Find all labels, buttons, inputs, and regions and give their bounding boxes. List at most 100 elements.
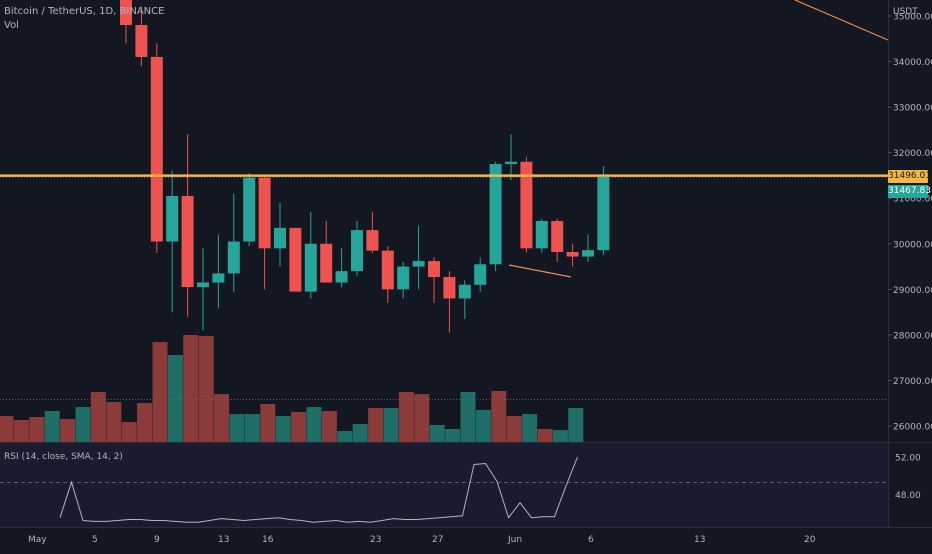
price-tick-label: 35000.00 bbox=[893, 12, 932, 22]
candle-body bbox=[135, 25, 148, 57]
volume-bar bbox=[337, 431, 353, 442]
candle-body bbox=[551, 221, 564, 252]
volume-bar bbox=[445, 429, 461, 442]
support-trend-line bbox=[508, 264, 572, 278]
drawings bbox=[0, 0, 889, 278]
volume-bar bbox=[75, 407, 91, 442]
price-tick-label: 26000.00 bbox=[893, 423, 932, 433]
candle-body bbox=[443, 277, 456, 299]
volume-bar bbox=[321, 411, 337, 442]
time-tick-label: 16 bbox=[262, 535, 274, 545]
candle-body bbox=[166, 195, 179, 242]
candle-body bbox=[582, 250, 594, 257]
time-tick-label: 5 bbox=[92, 535, 98, 545]
volume-bar bbox=[306, 407, 322, 442]
candle-body bbox=[335, 271, 348, 283]
candle-body bbox=[227, 241, 240, 274]
candle-body bbox=[181, 195, 194, 288]
candle-body bbox=[489, 164, 502, 265]
volume-bar bbox=[60, 419, 76, 442]
volume-bar bbox=[352, 424, 368, 442]
volume-bar bbox=[383, 408, 399, 442]
symbol-title[interactable]: Bitcoin / TetherUS, 1D, BINANCE bbox=[4, 6, 165, 17]
volume-bar bbox=[414, 394, 430, 442]
volume-bar bbox=[106, 402, 122, 442]
price-tick-label: 33000.00 bbox=[893, 104, 932, 114]
volume-bars bbox=[0, 177, 888, 442]
rsi-tick-label: 48.00 bbox=[895, 491, 921, 501]
candle-body bbox=[366, 230, 379, 251]
main-pane[interactable] bbox=[0, 0, 888, 442]
volume-bar bbox=[460, 392, 476, 442]
rsi-tick-label: 52.00 bbox=[895, 454, 921, 464]
time-tick-label: 23 bbox=[370, 535, 381, 545]
volume-bar bbox=[522, 414, 538, 442]
time-tick-label: 6 bbox=[588, 535, 594, 545]
chart-legend: Bitcoin / TetherUS, 1D, BINANCE Vol bbox=[4, 5, 164, 33]
candle-body bbox=[458, 284, 471, 299]
price-tick-label: 30000.00 bbox=[893, 240, 932, 250]
price-tick-label: 29000.00 bbox=[893, 286, 932, 296]
volume-bar bbox=[398, 392, 414, 442]
candle-body bbox=[566, 251, 579, 257]
candle-body bbox=[197, 282, 209, 288]
time-tick-label: 27 bbox=[432, 535, 443, 545]
volume-bar bbox=[198, 336, 214, 442]
volume-bar bbox=[537, 429, 553, 442]
candle-body bbox=[212, 273, 225, 283]
candle-body bbox=[397, 266, 410, 290]
candle-body bbox=[535, 221, 548, 249]
rsi-pane[interactable] bbox=[0, 443, 888, 527]
last-price-tag: 31467.83 bbox=[888, 185, 931, 198]
volume-bar bbox=[0, 416, 14, 442]
volume-bar bbox=[29, 417, 45, 442]
volume-bar bbox=[568, 408, 584, 442]
volume-bar bbox=[13, 420, 29, 442]
volume-bar bbox=[506, 416, 522, 442]
volume-bar bbox=[137, 403, 153, 442]
rsi-line bbox=[59, 456, 578, 523]
volume-bar bbox=[44, 411, 60, 442]
volume-bar bbox=[429, 425, 445, 442]
candles bbox=[120, 0, 610, 333]
volume-bar bbox=[491, 391, 507, 442]
volume-bar bbox=[368, 408, 384, 442]
time-tick-label: Jun bbox=[507, 535, 522, 545]
candle-body bbox=[412, 261, 425, 267]
volume-bar bbox=[260, 404, 276, 442]
trend-line bbox=[794, 0, 889, 41]
volume-bar bbox=[244, 414, 260, 442]
level-price-tag: 31496.01 bbox=[888, 170, 931, 183]
candle-body bbox=[428, 261, 440, 278]
volume-bar bbox=[167, 355, 183, 442]
volume-bar bbox=[152, 342, 168, 442]
volume-label[interactable]: Vol bbox=[4, 20, 19, 31]
rsi-plot bbox=[0, 456, 888, 523]
currency-label: USDT bbox=[893, 7, 918, 17]
volume-bar bbox=[552, 430, 568, 442]
candle-body bbox=[351, 230, 363, 272]
candle-body bbox=[289, 227, 302, 292]
axes: 35000.00 34000.00 33000.00 32000.00 31000.00… bbox=[28, 7, 932, 545]
candle-body bbox=[597, 176, 610, 251]
rsi-legend[interactable]: RSI (14, close, SMA, 14, 2) bbox=[4, 452, 123, 462]
candle-body bbox=[150, 56, 163, 242]
time-tick-label: 13 bbox=[694, 535, 705, 545]
candle-body bbox=[381, 250, 394, 290]
volume-bar bbox=[475, 410, 491, 442]
candle-body bbox=[243, 177, 256, 242]
volume-bar bbox=[214, 394, 230, 442]
volume-bar bbox=[275, 416, 291, 442]
candle-body bbox=[320, 243, 333, 283]
time-tick-label: 20 bbox=[804, 535, 816, 545]
candle-body bbox=[474, 264, 487, 285]
price-tick-label: 34000.00 bbox=[893, 58, 932, 68]
time-tick-label: 9 bbox=[154, 535, 160, 545]
candle-body bbox=[520, 161, 533, 249]
volume-bar bbox=[183, 335, 199, 442]
candle-body bbox=[258, 177, 271, 249]
price-tick-label: 31000.00 bbox=[893, 195, 932, 205]
price-tick-label: 27000.00 bbox=[893, 377, 932, 387]
